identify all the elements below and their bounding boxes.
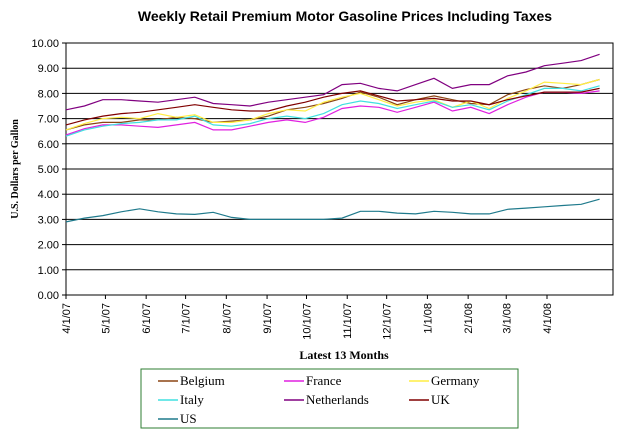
series-line-uk [65,87,600,126]
series-lines [65,53,600,223]
y-tick-label: 10.00 [31,38,59,50]
x-tick-label: 7/1/07 [181,303,193,334]
gridlines [66,42,613,271]
legend-label: France [306,373,342,388]
series-line-france [65,90,600,136]
legend-label: Italy [180,392,204,407]
y-tick-label: 7.00 [38,114,59,126]
y-tick-label: 2.00 [38,240,59,252]
series-line-germany [65,78,600,131]
series-line-belgium [65,78,600,131]
x-tick-label: 3/1/08 [501,303,513,334]
y-tick-label: 1.00 [38,265,59,277]
y-tick-label: 4.00 [38,189,59,201]
legend-label: Netherlands [306,392,369,407]
legend-box [140,368,519,429]
y-tick-label: 0.00 [38,290,59,302]
y-tick-label: 6.00 [38,139,59,151]
x-axis-label: Latest 13 Months [299,348,389,362]
x-tick-label: 1/1/08 [422,303,434,334]
legend: Belgium France Germany Italy Netherlands UK US [140,368,519,429]
y-tick-label: 5.00 [38,164,59,176]
y-tick-label: 3.00 [38,214,59,226]
x-tick-label: 10/1/07 [302,303,314,340]
x-tick-label: 9/1/07 [262,303,274,334]
x-tick-label: 6/1/07 [141,303,153,334]
x-tick-label: 5/1/07 [100,303,112,334]
chart-title: Weekly Retail Premium Motor Gasoline Pri… [138,8,552,24]
x-axis: 4/1/07 5/1/07 6/1/07 7/1/07 8/1/07 9/1/07 10/1… [61,295,554,340]
x-tick-label: 4/1/08 [542,303,554,334]
x-tick-label: 11/1/07 [342,303,354,339]
series-line-italy [65,85,600,137]
y-axis: 0.00 1.00 2.00 3.00 4.00 5.00 6.00 7.00 8.00 9.00… [31,38,66,302]
x-tick-label: 8/1/07 [221,303,233,334]
y-tick-label: 9.00 [38,63,59,75]
legend-label: UK [431,392,450,407]
x-tick-label: 12/1/07 [382,303,394,340]
series-line-us [65,198,600,223]
legend-label: Germany [431,373,480,388]
x-tick-label: 2/1/08 [463,303,475,334]
x-tick-label: 4/1/07 [61,303,73,334]
y-tick-label: 8.00 [38,88,59,100]
legend-label: US [180,411,197,426]
legend-label: Belgium [180,373,225,388]
y-axis-label: U.S. Dollars per Gallon [10,119,21,219]
series-line-netherlands [65,53,600,111]
